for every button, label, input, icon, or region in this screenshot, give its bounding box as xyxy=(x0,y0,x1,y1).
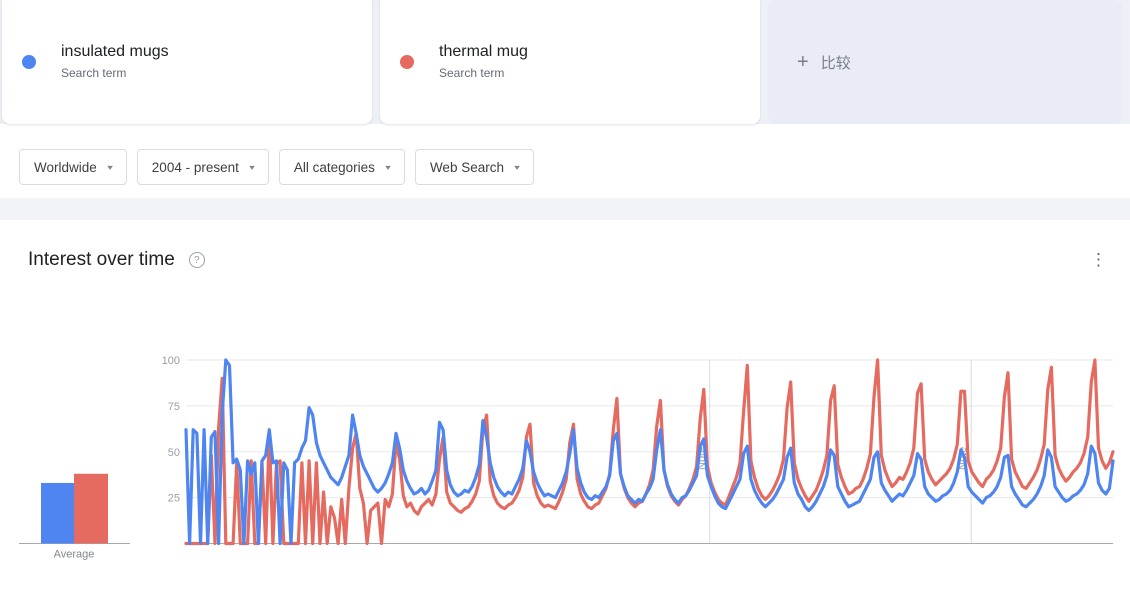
chevron-down-icon: ▾ xyxy=(106,162,113,172)
term-title: insulated mugs xyxy=(61,43,169,60)
filter-searchtype-label: Web Search xyxy=(429,159,504,175)
add-comparison-label: 比较 xyxy=(820,54,851,72)
y-axis-tick-label: 50 xyxy=(168,447,180,459)
term-color-dot-red xyxy=(400,55,414,69)
filter-category-dropdown[interactable]: All categories ▾ xyxy=(278,149,405,185)
average-label: Average xyxy=(54,549,95,561)
interest-over-time-chart: 25 50 75 100 Note Note Average xyxy=(0,340,1130,589)
filter-region-label: Worldwide xyxy=(34,159,97,175)
filter-searchtype-dropdown[interactable]: Web Search ▾ xyxy=(414,149,534,185)
interest-over-time-header: Interest over time ? ⋮ xyxy=(0,248,1130,272)
kebab-menu-icon[interactable]: ⋮ xyxy=(1090,250,1107,269)
term-card-thermal-mug[interactable]: thermal mug Search term xyxy=(380,0,760,124)
term-cards-row: insulated mugs Search term thermal mug S… xyxy=(0,0,1130,124)
y-axis-tick-label: 25 xyxy=(168,493,180,505)
filter-timerange-dropdown[interactable]: 2004 - present ▾ xyxy=(136,149,269,185)
section-title: Interest over time xyxy=(28,249,175,270)
average-bar-thermal-mug[interactable] xyxy=(74,473,108,544)
chevron-down-icon: ▾ xyxy=(514,162,520,172)
filter-region-dropdown[interactable]: Worldwide ▾ xyxy=(19,149,127,185)
add-comparison-button[interactable]: + 比较 xyxy=(768,0,1122,124)
term-subtitle: Search term xyxy=(61,66,127,80)
filter-bar: Worldwide ▾ 2004 - present ▾ All categor… xyxy=(0,124,1130,198)
term-color-dot-blue xyxy=(22,55,36,69)
filter-timerange-label: 2004 - present xyxy=(151,159,239,175)
help-icon[interactable]: ? xyxy=(188,252,205,268)
term-card-insulated-mugs[interactable]: insulated mugs Search term xyxy=(2,0,372,124)
term-title: thermal mug xyxy=(439,43,528,60)
term-subtitle: Search term xyxy=(439,66,505,80)
filter-category-label: All categories xyxy=(293,159,375,175)
y-axis-tick-label: 100 xyxy=(162,355,180,367)
chevron-down-icon: ▾ xyxy=(385,162,391,172)
average-bar-insulated-mugs[interactable] xyxy=(41,482,74,544)
section-divider-band xyxy=(0,198,1130,220)
series-line-insulated-mugs xyxy=(184,358,1115,546)
y-axis-tick-label: 75 xyxy=(168,401,180,413)
plus-icon: + xyxy=(797,50,809,73)
chevron-down-icon: ▾ xyxy=(249,162,255,172)
